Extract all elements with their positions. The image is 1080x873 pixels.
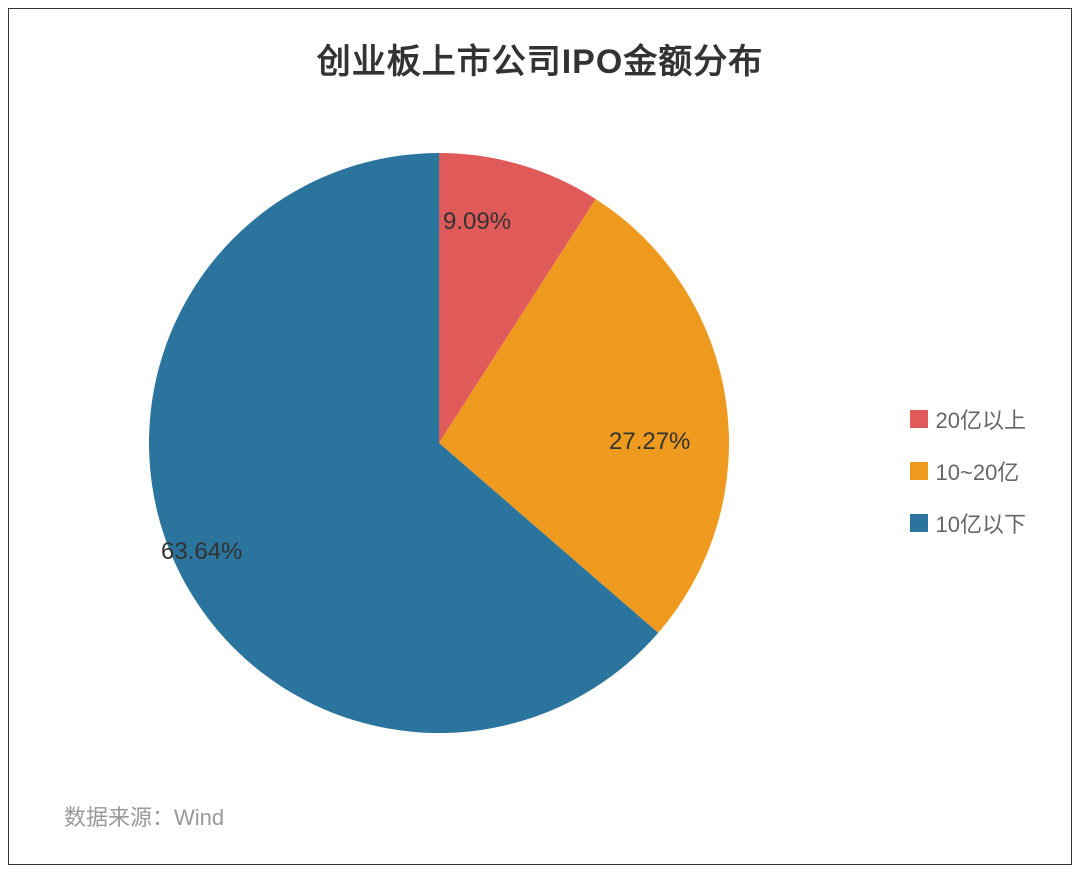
legend-item-0: 20亿以上 — [910, 403, 1026, 435]
legend-label-0: 20亿以上 — [936, 403, 1026, 435]
legend-item-2: 10亿以下 — [910, 507, 1026, 539]
legend-item-1: 10~20亿 — [910, 455, 1026, 487]
source-note: 数据来源：Wind — [64, 800, 224, 832]
slice-label-1: 27.27% — [609, 428, 690, 456]
chart-container: 创业板上市公司IPO金额分布 Win.d 9.09% 27.27% 63.64%… — [8, 8, 1072, 865]
legend-swatch-2 — [910, 514, 928, 532]
slice-label-2: 63.64% — [161, 538, 242, 566]
chart-body: Win.d 9.09% 27.27% 63.64% 20亿以上 10~20亿 1… — [9, 83, 1071, 783]
slice-label-0: 9.09% — [443, 208, 511, 236]
legend-label-2: 10亿以下 — [936, 507, 1026, 539]
legend: 20亿以上 10~20亿 10亿以下 — [910, 403, 1026, 559]
legend-swatch-0 — [910, 410, 928, 428]
legend-swatch-1 — [910, 462, 928, 480]
chart-title: 创业板上市公司IPO金额分布 — [9, 9, 1071, 83]
legend-label-1: 10~20亿 — [936, 455, 1020, 487]
